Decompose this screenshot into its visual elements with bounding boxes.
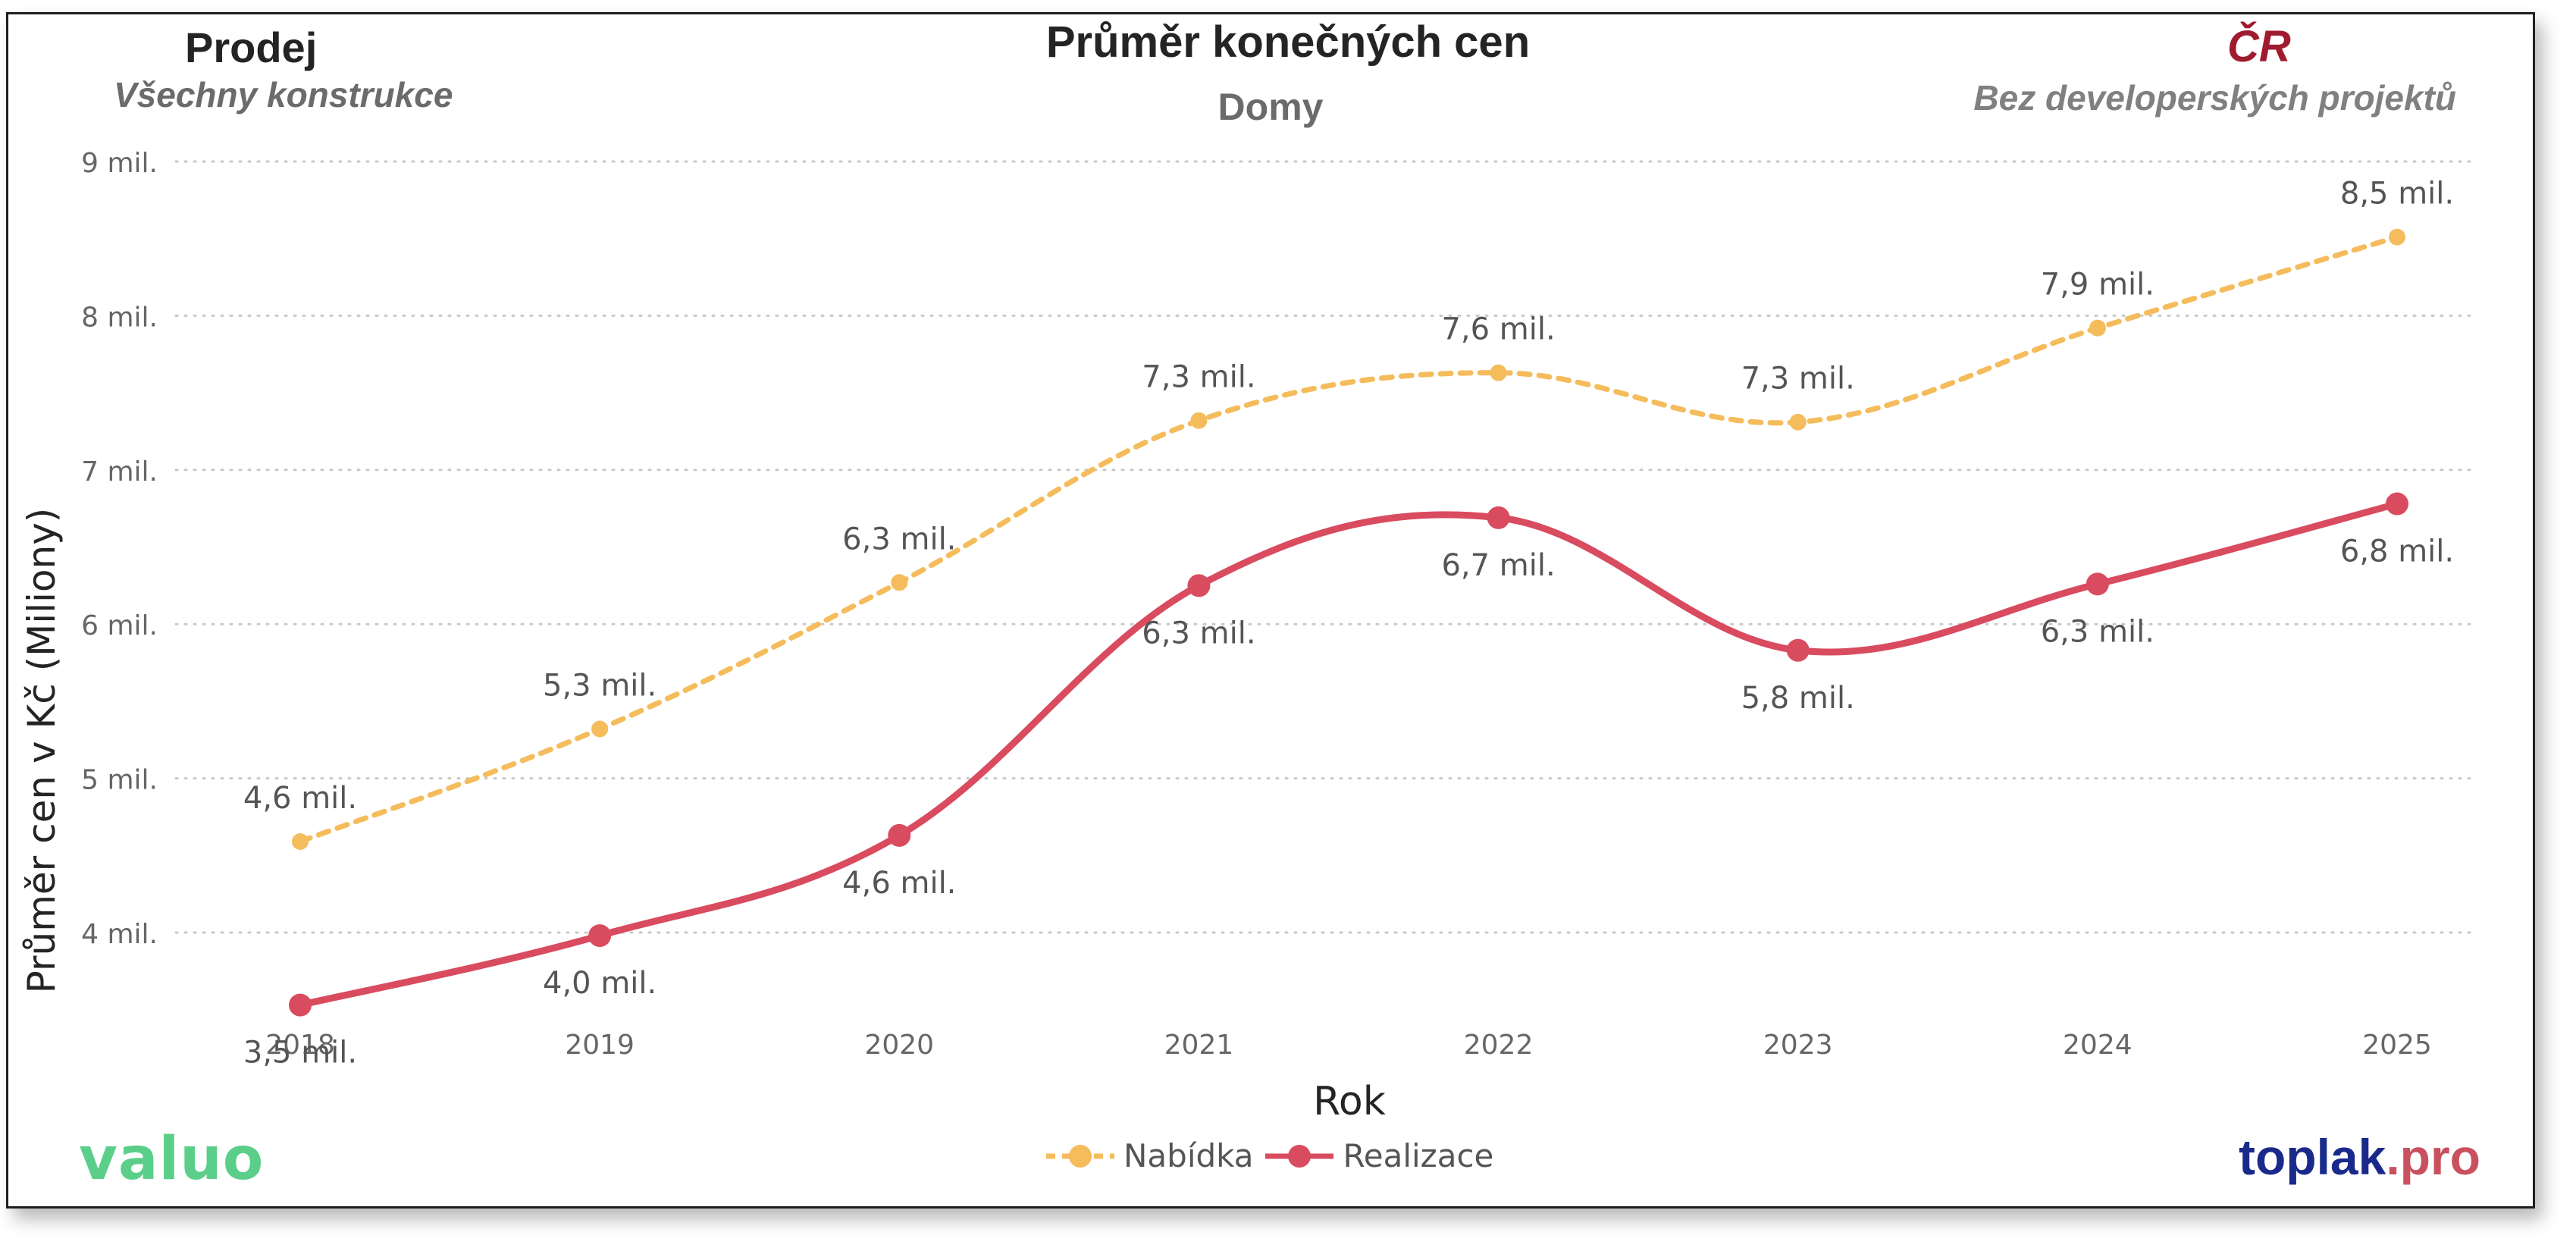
data-label-realizace: 4,6 mil. (842, 866, 956, 901)
x-tick-label: 2023 (1763, 1030, 1833, 1061)
y-axis-ticks: 4 mil. 5 mil. 6 mil. 7 mil. 8 mil. 9 mil. (81, 148, 158, 950)
x-axis-ticks: 2018 2019 2020 2021 2022 2023 2024 2025 (265, 1030, 2432, 1061)
x-axis-label: Rok (1313, 1079, 1386, 1124)
data-point-realizace (888, 823, 911, 847)
data-label-nab-dka: 7,6 mil. (1441, 312, 1555, 347)
data-point-nab-dka (1490, 364, 1507, 381)
legend-label-nabidka: Nabídka (1123, 1137, 1254, 1174)
toplak-logo-main: toplak (2238, 1129, 2386, 1185)
data-point-nab-dka (591, 720, 609, 738)
toplak-logo: toplak.pro (2239, 1128, 2480, 1186)
y-tick-label: 9 mil. (81, 148, 158, 179)
data-labels: 4,6 mil. 5,3 mil. 6,3 mil. 7,3 mil. 7,6 mil.… (243, 177, 2454, 1071)
x-tick-label: 2025 (2362, 1030, 2432, 1061)
x-tick-label: 2020 (864, 1030, 934, 1061)
x-tick-label: 2021 (1164, 1030, 1234, 1061)
data-point-realizace (588, 924, 612, 948)
y-tick-label: 4 mil. (81, 919, 158, 950)
x-tick-label: 2022 (1464, 1030, 1534, 1061)
data-label-realizace: 6,3 mil. (2041, 614, 2155, 649)
data-label-nab-dka: 4,6 mil. (243, 781, 357, 816)
legend-marker-realizace (1265, 1144, 1334, 1168)
series-line-nab-dka (297, 234, 2400, 845)
series (289, 228, 2408, 1017)
data-point-nab-dka (2389, 228, 2405, 246)
data-point-nab-dka (292, 832, 309, 850)
data-point-realizace (2086, 572, 2109, 596)
data-label-realizace: 6,8 mil. (2340, 535, 2454, 569)
data-point-realizace (1786, 638, 1810, 662)
data-label-nab-dka: 7,9 mil. (2041, 268, 2155, 303)
data-label-realizace: 4,0 mil. (543, 966, 657, 1001)
chart-title: Průměr konečných cen (1045, 17, 1531, 67)
x-tick-label: 2019 (565, 1030, 635, 1061)
data-label-nab-dka: 5,3 mil. (543, 669, 657, 704)
legend-item-nabidka[interactable]: Nabídka (1046, 1137, 1253, 1174)
data-label-realizace: 3,5 mil. (243, 1036, 357, 1071)
data-label-nab-dka: 7,3 mil. (1741, 362, 1855, 397)
section-title: Prodej (185, 24, 318, 71)
data-point-realizace (289, 993, 312, 1017)
series-line-realizace (296, 500, 2401, 1009)
data-label-nab-dka: 6,3 mil. (842, 522, 956, 556)
chart-frame (6, 12, 2535, 1209)
x-tick-label: 2018 (265, 1030, 335, 1061)
legend-item-realizace[interactable]: Realizace (1265, 1137, 1493, 1174)
toplak-logo-suffix: .pro (2386, 1129, 2480, 1185)
data-point-realizace (1487, 506, 1510, 529)
data-point-realizace (2386, 492, 2408, 516)
data-point-realizace (1187, 574, 1211, 597)
data-label-nab-dka: 8,5 mil. (2340, 177, 2454, 212)
legend-marker-nabidka (1046, 1144, 1114, 1168)
y-axis-label: Průměr cen v Kč (Miliony) (20, 508, 64, 994)
section-subtitle: Všechny konstrukce (114, 75, 453, 114)
data-label-realizace: 5,8 mil. (1741, 681, 1855, 716)
data-label-realizace: 6,3 mil. (1142, 616, 1255, 651)
y-tick-label: 7 mil. (81, 456, 158, 487)
gridlines (174, 160, 2479, 934)
data-point-nab-dka (2089, 319, 2106, 337)
data-label-realizace: 6,7 mil. (1441, 548, 1555, 583)
y-tick-label: 6 mil. (81, 610, 158, 641)
chart-subtitle: Domy (1217, 86, 1324, 128)
x-tick-label: 2024 (2063, 1030, 2133, 1061)
data-point-nab-dka (1789, 413, 1807, 431)
region-title: ČR (2227, 22, 2291, 71)
data-point-nab-dka (1190, 412, 1208, 429)
valuo-logo: valuo (79, 1125, 265, 1193)
legend-label-realizace: Realizace (1343, 1137, 1494, 1174)
chart-legend: Nabídka Realizace (1046, 1137, 1493, 1174)
region-subtitle: Bez developerských projektů (1973, 78, 2456, 118)
data-point-nab-dka (891, 574, 908, 591)
y-tick-label: 8 mil. (81, 302, 158, 333)
data-label-nab-dka: 7,3 mil. (1142, 360, 1255, 395)
y-tick-label: 5 mil. (81, 765, 158, 796)
